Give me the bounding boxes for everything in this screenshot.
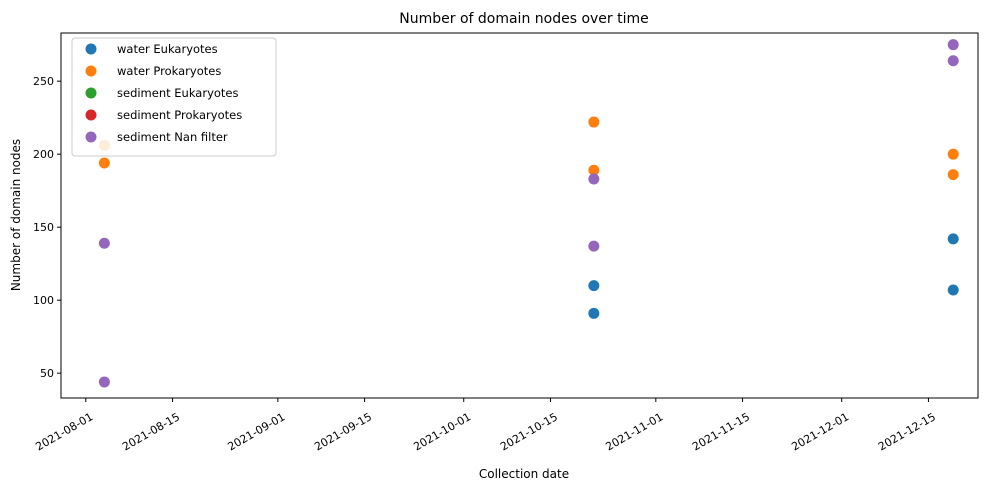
data-point-water-prokaryotes <box>98 157 110 169</box>
x-tick-label: 2021-09-01 <box>225 410 287 453</box>
legend-label: water Eukaryotes <box>117 42 218 56</box>
data-point-sediment-nan-filter <box>947 39 959 51</box>
legend-marker <box>85 87 97 99</box>
data-point-sediment-nan-filter <box>588 240 600 252</box>
legend-label: sediment Eukaryotes <box>117 86 239 100</box>
y-tick-label: 150 <box>33 221 54 234</box>
legend-marker <box>85 65 97 77</box>
data-point-water-prokaryotes <box>588 164 600 176</box>
data-point-water-prokaryotes <box>947 148 959 160</box>
x-tick-label: 2021-11-01 <box>603 410 665 453</box>
x-tick-label: 2021-12-15 <box>876 410 938 453</box>
data-point-water-prokaryotes <box>947 169 959 181</box>
y-tick-label: 250 <box>33 75 54 88</box>
data-point-sediment-nan-filter <box>98 376 110 388</box>
legend-marker <box>85 131 97 143</box>
data-point-sediment-nan-filter <box>947 55 959 67</box>
x-tick-label: 2021-08-01 <box>33 410 95 453</box>
x-tick-label: 2021-10-01 <box>411 410 473 453</box>
plot-frame <box>60 32 979 399</box>
x-axis-label: Collection date <box>479 467 569 481</box>
legend-label: water Prokaryotes <box>117 64 221 78</box>
x-tick-label: 2021-12-01 <box>789 410 851 453</box>
y-tick-label: 200 <box>33 148 54 161</box>
y-axis-label: Number of domain nodes <box>9 139 23 291</box>
data-point-water-prokaryotes <box>588 116 600 128</box>
x-tick-label: 2021-11-15 <box>690 410 752 453</box>
x-tick-label: 2021-10-15 <box>498 410 560 453</box>
chart-title: Number of domain nodes over time <box>399 11 649 27</box>
y-tick-label: 100 <box>33 294 54 307</box>
data-point-water-eukaryotes <box>947 233 959 245</box>
x-tick-label: 2021-09-15 <box>312 410 374 453</box>
legend-box <box>71 37 277 157</box>
legend-label: sediment Prokaryotes <box>117 108 242 122</box>
x-tick-label: 2021-08-15 <box>120 410 182 453</box>
data-point-sediment-nan-filter <box>588 173 600 185</box>
legend-marker <box>85 109 97 121</box>
data-point-water-eukaryotes <box>947 284 959 296</box>
data-point-sediment-nan-filter <box>98 237 110 249</box>
legend-marker <box>85 43 97 55</box>
y-tick-label: 50 <box>40 367 54 380</box>
legend-label: sediment Nan filter <box>117 130 228 144</box>
data-point-water-eukaryotes <box>588 280 600 292</box>
data-point-water-eukaryotes <box>588 307 600 319</box>
legend: water Eukaryotes water Prokaryotes sedimen… <box>71 37 277 157</box>
